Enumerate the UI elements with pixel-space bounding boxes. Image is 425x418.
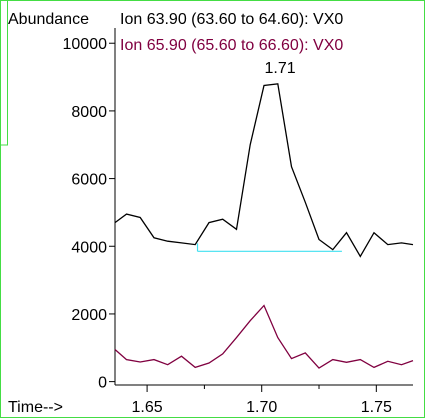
y-tick-label-3: 6000 xyxy=(71,172,107,189)
x-tick-label-2: 1.75 xyxy=(361,399,392,416)
y-tick-label-4: 8000 xyxy=(71,104,107,121)
series-line-1 xyxy=(114,83,414,258)
x-axis-label: Time--> xyxy=(8,399,63,416)
y-axis-label: Abundance xyxy=(8,11,89,28)
x-tick-label-1: 1.70 xyxy=(246,399,277,416)
peak-annotation-0: 1.71 xyxy=(264,60,295,77)
legend-series-1: Ion 63.90 (63.60 to 64.60): VX0 xyxy=(120,11,343,28)
series-line-2 xyxy=(114,304,414,369)
x-tick-label-0: 1.65 xyxy=(132,399,163,416)
legend-series-2: Ion 65.90 (65.60 to 66.60): VX0 xyxy=(120,37,343,54)
plot-marks: 0 2000 4000 6000 8000 10000 1.65 1.70 1.75 1.71 xyxy=(63,28,414,416)
y-tick-label-0: 0 xyxy=(98,375,107,392)
y-tick-label-5: 10000 xyxy=(63,36,108,53)
y-tick-label-1: 2000 xyxy=(71,307,107,324)
y-tick-label-2: 4000 xyxy=(71,239,107,256)
